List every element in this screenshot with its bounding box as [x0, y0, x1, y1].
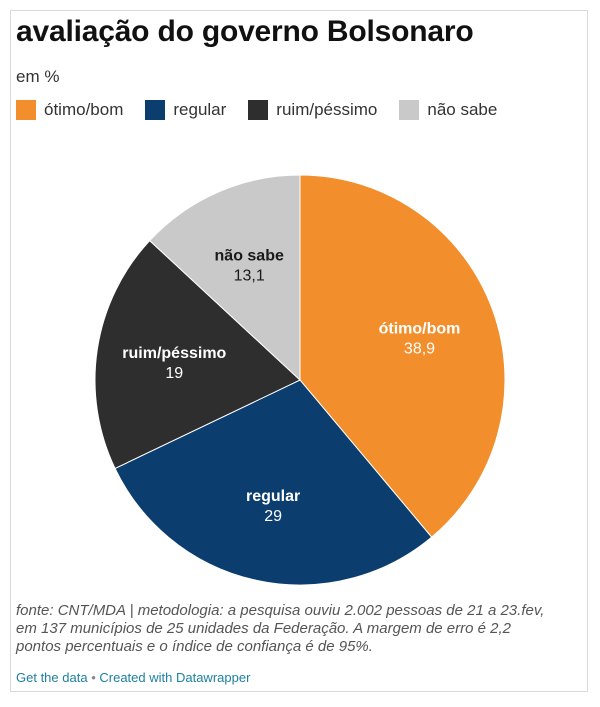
legend: ótimo/bom regular ruim/péssimo não sabe [16, 100, 519, 120]
legend-swatch-otimo-bom [16, 100, 36, 120]
slice-label-ruim-pessimo: ruim/péssimo [122, 345, 226, 362]
source-note: fonte: CNT/MDA | metodologia: a pesquisa… [16, 602, 545, 655]
pie-slice-regular [114, 379, 433, 586]
chart-title: avaliação do governo Bolsonaro [16, 15, 474, 48]
slice-value-nao-sabe: 13,1 [234, 268, 265, 285]
legend-item-nao-sabe: não sabe [399, 100, 497, 120]
slice-value-ruim-pessimo: 19 [165, 365, 183, 382]
slice-value-otimo-bom: 38,9 [404, 341, 435, 358]
legend-swatch-nao-sabe [399, 100, 420, 120]
chart-subtitle: em % [16, 67, 60, 86]
legend-swatch-ruim-pessimo [248, 100, 269, 120]
datawrapper-link[interactable]: Created with Datawrapper [99, 670, 251, 685]
pie-slice-ruim-pessimo [94, 239, 301, 470]
slice-label-nao-sabe: não sabe [215, 248, 284, 265]
credits-separator: • [91, 670, 96, 685]
pie-slice-nao-sabe [148, 174, 301, 382]
legend-label-ruim-pessimo: ruim/péssimo [276, 100, 378, 119]
legend-label-regular: regular [173, 100, 227, 119]
legend-item-regular: regular [145, 100, 226, 120]
get-the-data-link[interactable]: Get the data [16, 670, 88, 685]
legend-label-otimo-bom: ótimo/bom [44, 100, 124, 119]
legend-swatch-regular [145, 100, 166, 120]
pie-slice-otimo-bom [299, 174, 506, 538]
slice-value-regular: 29 [264, 508, 282, 525]
legend-label-nao-sabe: não sabe [427, 100, 498, 119]
legend-item-otimo-bom: ótimo/bom [16, 100, 123, 120]
slice-label-otimo-bom: ótimo/bom [379, 321, 461, 338]
legend-item-ruim-pessimo: ruim/péssimo [248, 100, 377, 120]
credits: Get the data • Created with Datawrapper [16, 670, 250, 685]
slice-label-regular: regular [246, 488, 300, 505]
